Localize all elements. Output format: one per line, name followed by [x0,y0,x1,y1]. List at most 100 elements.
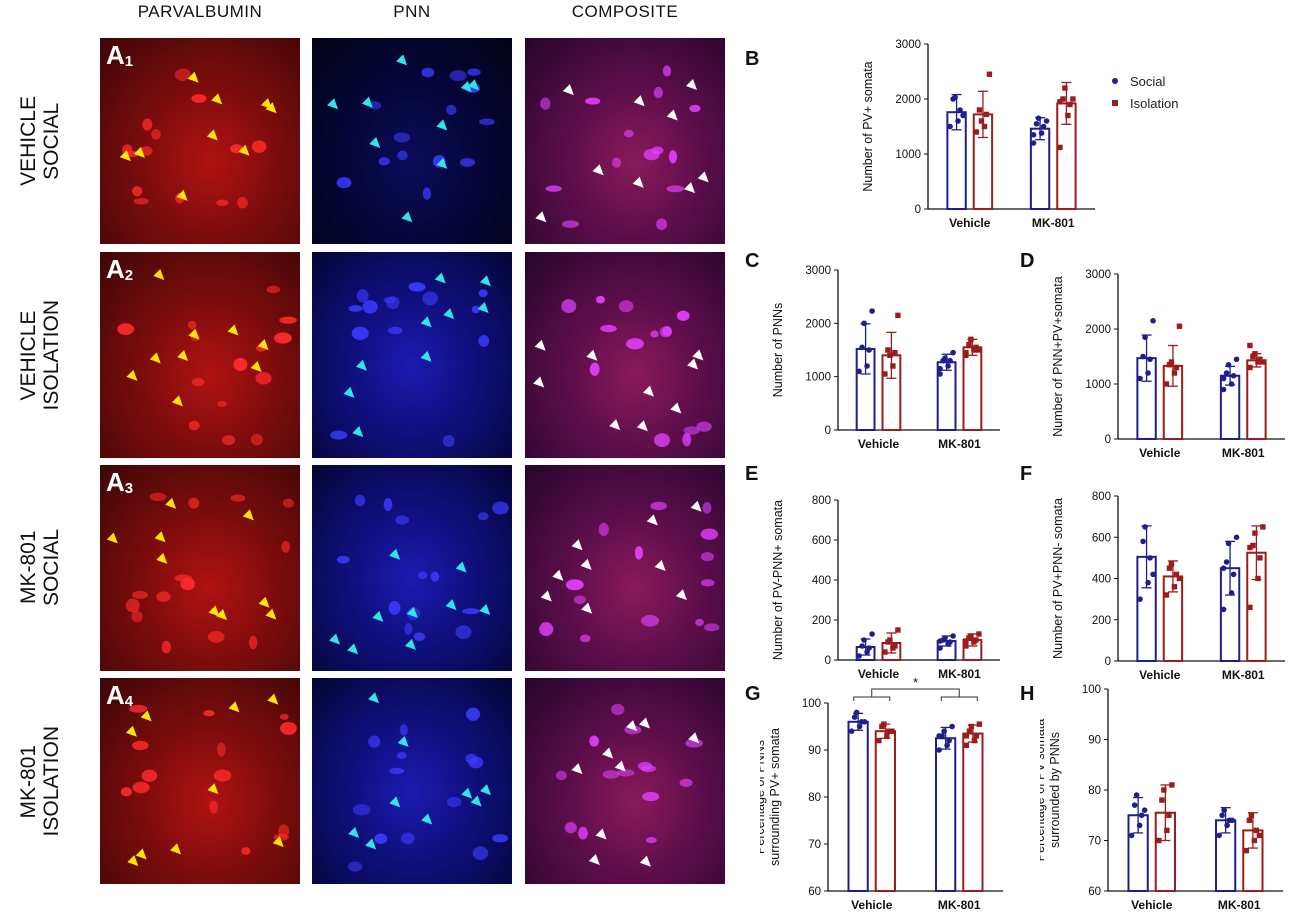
y-tick-label: 80 [1088,785,1101,797]
arrowhead-marker [187,71,199,83]
data-point-isolation [981,123,988,130]
data-point-social [1150,571,1156,578]
stained-cell [666,185,685,193]
panel-letter-f: F [1020,463,1033,485]
data-point-isolation [1166,565,1173,571]
stained-cell [336,555,350,564]
data-point-social [861,637,867,643]
row-label-line: VEHICLE [16,310,40,400]
y-tick-label: 0 [1105,656,1111,668]
data-point-isolation [892,643,898,649]
data-point-social [947,639,953,645]
arrowhead-marker [443,308,455,320]
data-point-isolation [1252,351,1258,357]
panel-letter-d: D [1020,250,1035,272]
micrograph-comp-row-3 [525,465,725,671]
stained-cell [347,861,363,872]
arrowhead-marker [406,606,418,618]
micrograph-pnn-row-2 [312,252,512,458]
y-tick-label: 0 [825,425,831,437]
data-point-isolation [1166,362,1173,368]
stained-cell [237,196,248,209]
arrowhead-marker [149,352,161,364]
arrowhead-marker [396,54,408,66]
stained-cell [216,199,229,207]
arrowhead-marker [365,838,377,850]
data-point-social [1221,807,1227,813]
data-point-social [859,344,865,351]
stained-cell [598,522,609,537]
data-point-isolation [973,344,979,351]
micrograph-pv-row-2: A2 [100,252,300,458]
row-label-line: MK-801 [16,531,40,605]
data-point-isolation [1057,99,1063,105]
data-point-isolation [968,633,974,639]
stained-cell [616,769,635,777]
data-point-social [1220,565,1227,571]
stained-cell [539,622,554,637]
stained-cell [330,430,348,440]
stained-cell [125,598,140,613]
stained-cell [216,742,226,757]
data-point-isolation [1253,827,1260,834]
arrowhead-marker [250,361,262,373]
data-point-isolation [1164,827,1170,834]
data-point-social [1128,832,1135,839]
column-header-parvalbumin: PARVALBUMIN [137,2,263,21]
stained-cell [585,97,601,105]
stained-cell [399,724,408,736]
stained-cell [611,157,622,168]
arrowhead-marker [397,736,409,748]
data-point-social [1150,317,1156,324]
data-point-social [937,645,943,651]
micrograph-pv-row-4: A4 [100,678,300,884]
arrowhead-marker [470,795,482,807]
arrowhead-marker [436,157,448,169]
stained-cell [120,787,132,797]
data-point-social [1142,524,1148,530]
stained-cell [282,498,294,508]
bar-isolation [874,730,896,893]
arrowhead-marker [272,836,284,848]
panel-tag-letter: A [106,254,125,284]
stained-cell [689,104,701,113]
stained-cell [492,834,509,843]
arrowhead-marker [562,84,574,96]
arrowhead-marker [372,610,384,622]
arrowhead-marker [133,146,145,158]
data-point-isolation [1166,812,1172,818]
y-tick-label: 1000 [1085,379,1111,391]
data-point-isolation [1252,530,1258,536]
data-point-isolation [1247,342,1253,349]
x-tick-label: Vehicle [858,437,900,451]
data-point-social [942,355,948,361]
arrowhead-marker [445,599,457,611]
arrowhead-marker [666,109,678,121]
arrowhead-marker [580,558,592,570]
data-point-social [1230,571,1237,578]
arrowhead-marker [588,853,600,865]
data-point-social [936,733,942,739]
data-point-social [1038,130,1045,136]
data-point-social [1137,375,1143,382]
stained-cell [174,68,191,82]
panel-tag-index: 1 [124,53,134,70]
stained-cell [418,571,428,580]
arrowhead-marker [552,569,564,581]
arrowhead-marker [329,633,341,645]
stained-cell [468,756,484,769]
arrowhead-marker [685,78,697,90]
data-point-isolation [1257,356,1263,362]
stained-cell [203,710,215,717]
data-point-social [1223,370,1230,376]
y-tick-label: 60 [1088,886,1101,898]
row-label-mk801-isolation: MK-801 ISOLATION [0,678,80,884]
x-tick-label: MK-801 [1222,446,1265,460]
stained-cell [455,625,472,640]
data-point-social [853,709,860,716]
stained-cell [140,146,153,156]
row-label-line: MK-801 [16,744,40,818]
stained-cell [413,632,426,642]
chart-f: Number of PV+PNN- somata 0 200 400 600 800 Veh… [1051,491,1285,682]
data-point-isolation [1065,112,1071,119]
